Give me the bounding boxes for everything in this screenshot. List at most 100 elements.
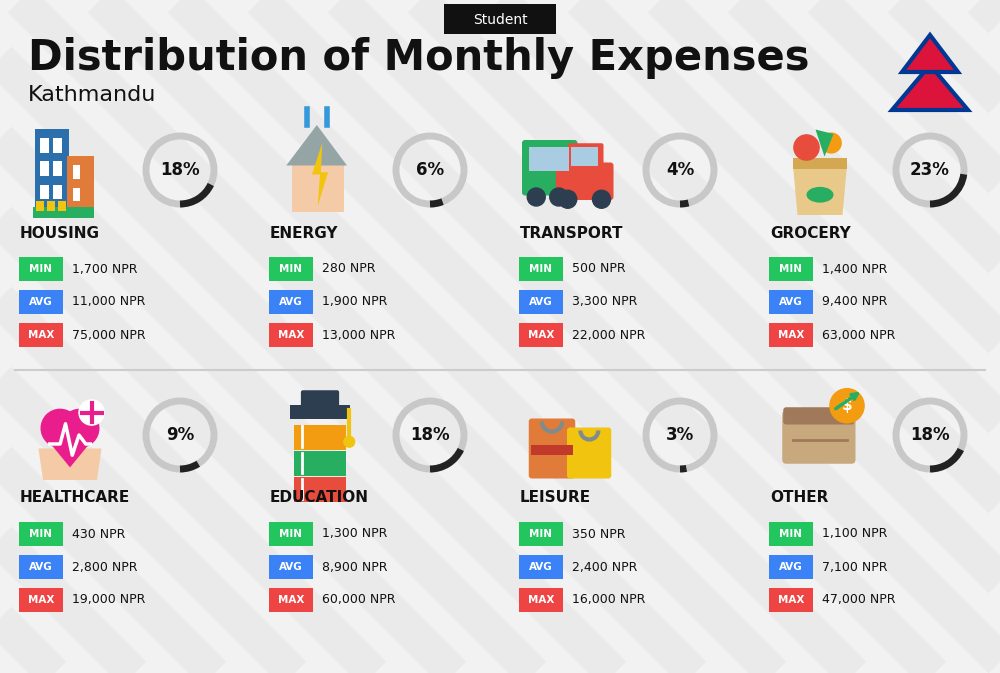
Text: Student: Student	[473, 13, 527, 27]
FancyBboxPatch shape	[40, 185, 49, 199]
Circle shape	[592, 190, 610, 208]
FancyBboxPatch shape	[35, 129, 69, 211]
FancyBboxPatch shape	[783, 407, 854, 425]
FancyBboxPatch shape	[53, 138, 62, 153]
Text: 3%: 3%	[666, 426, 694, 444]
Text: MIN: MIN	[530, 529, 552, 539]
Text: 9,400 NPR: 9,400 NPR	[822, 295, 887, 308]
Text: 16,000 NPR: 16,000 NPR	[572, 594, 645, 606]
Text: 18%: 18%	[910, 426, 950, 444]
Text: GROCERY: GROCERY	[770, 225, 851, 240]
Text: AVG: AVG	[279, 562, 303, 572]
Text: 280 NPR: 280 NPR	[322, 262, 376, 275]
FancyBboxPatch shape	[269, 555, 313, 579]
Text: 3,300 NPR: 3,300 NPR	[572, 295, 637, 308]
FancyBboxPatch shape	[19, 323, 63, 347]
Text: 1,100 NPR: 1,100 NPR	[822, 528, 887, 540]
Text: AVG: AVG	[29, 297, 53, 307]
Circle shape	[550, 188, 568, 206]
Text: MIN: MIN	[30, 264, 52, 274]
Text: MAX: MAX	[278, 595, 304, 605]
Text: 2,400 NPR: 2,400 NPR	[572, 561, 637, 573]
Text: ENERGY: ENERGY	[270, 225, 338, 240]
Text: 18%: 18%	[160, 161, 200, 179]
FancyBboxPatch shape	[19, 522, 63, 546]
Circle shape	[821, 133, 841, 153]
FancyBboxPatch shape	[40, 162, 49, 176]
FancyBboxPatch shape	[769, 323, 813, 347]
FancyBboxPatch shape	[522, 140, 578, 195]
FancyBboxPatch shape	[269, 588, 313, 612]
Polygon shape	[892, 65, 968, 110]
FancyBboxPatch shape	[444, 4, 556, 34]
FancyBboxPatch shape	[294, 451, 346, 476]
FancyBboxPatch shape	[73, 188, 80, 201]
FancyBboxPatch shape	[556, 162, 614, 200]
Polygon shape	[816, 129, 834, 157]
Circle shape	[41, 409, 79, 447]
Circle shape	[559, 190, 577, 208]
Circle shape	[794, 135, 819, 160]
FancyBboxPatch shape	[519, 257, 563, 281]
Text: AVG: AVG	[779, 297, 803, 307]
Text: 9%: 9%	[166, 426, 194, 444]
Text: $: $	[842, 398, 852, 413]
Ellipse shape	[806, 187, 834, 203]
FancyBboxPatch shape	[571, 147, 598, 166]
Text: AVG: AVG	[779, 562, 803, 572]
Text: AVG: AVG	[29, 562, 53, 572]
FancyBboxPatch shape	[769, 290, 813, 314]
Text: MIN: MIN	[30, 529, 52, 539]
FancyBboxPatch shape	[769, 522, 813, 546]
Text: 1,700 NPR: 1,700 NPR	[72, 262, 138, 275]
FancyBboxPatch shape	[47, 201, 55, 211]
Circle shape	[344, 436, 355, 447]
Text: 7,100 NPR: 7,100 NPR	[822, 561, 888, 573]
Text: 22,000 NPR: 22,000 NPR	[572, 328, 645, 341]
Polygon shape	[38, 448, 102, 480]
Polygon shape	[793, 166, 847, 215]
Text: OTHER: OTHER	[770, 491, 828, 505]
Text: Kathmandu: Kathmandu	[28, 85, 156, 105]
Text: LEISURE: LEISURE	[520, 491, 591, 505]
FancyBboxPatch shape	[58, 201, 66, 211]
FancyBboxPatch shape	[301, 390, 339, 410]
Polygon shape	[286, 125, 347, 166]
Text: 11,000 NPR: 11,000 NPR	[72, 295, 145, 308]
FancyBboxPatch shape	[769, 555, 813, 579]
FancyBboxPatch shape	[519, 290, 563, 314]
Text: MAX: MAX	[278, 330, 304, 340]
FancyBboxPatch shape	[769, 588, 813, 612]
Text: 8,900 NPR: 8,900 NPR	[322, 561, 388, 573]
Text: 23%: 23%	[910, 161, 950, 179]
Text: 47,000 NPR: 47,000 NPR	[822, 594, 896, 606]
Text: MAX: MAX	[778, 595, 804, 605]
Text: MAX: MAX	[528, 595, 554, 605]
Text: 13,000 NPR: 13,000 NPR	[322, 328, 395, 341]
Text: 430 NPR: 430 NPR	[72, 528, 125, 540]
Circle shape	[830, 388, 864, 423]
FancyBboxPatch shape	[53, 162, 62, 176]
FancyBboxPatch shape	[528, 147, 569, 171]
FancyBboxPatch shape	[769, 257, 813, 281]
Text: MAX: MAX	[778, 330, 804, 340]
FancyBboxPatch shape	[36, 201, 44, 211]
FancyBboxPatch shape	[292, 164, 344, 211]
FancyBboxPatch shape	[290, 404, 350, 419]
Text: 500 NPR: 500 NPR	[572, 262, 626, 275]
Text: AVG: AVG	[529, 562, 553, 572]
Circle shape	[527, 188, 545, 206]
Text: 1,900 NPR: 1,900 NPR	[322, 295, 387, 308]
FancyBboxPatch shape	[519, 323, 563, 347]
FancyBboxPatch shape	[529, 419, 575, 479]
Polygon shape	[312, 143, 328, 206]
Text: MIN: MIN	[780, 264, 802, 274]
FancyBboxPatch shape	[53, 185, 62, 199]
FancyBboxPatch shape	[19, 588, 63, 612]
FancyBboxPatch shape	[793, 157, 847, 169]
Text: HOUSING: HOUSING	[20, 225, 100, 240]
FancyBboxPatch shape	[519, 588, 563, 612]
Text: MIN: MIN	[780, 529, 802, 539]
FancyBboxPatch shape	[519, 555, 563, 579]
FancyBboxPatch shape	[782, 411, 856, 464]
